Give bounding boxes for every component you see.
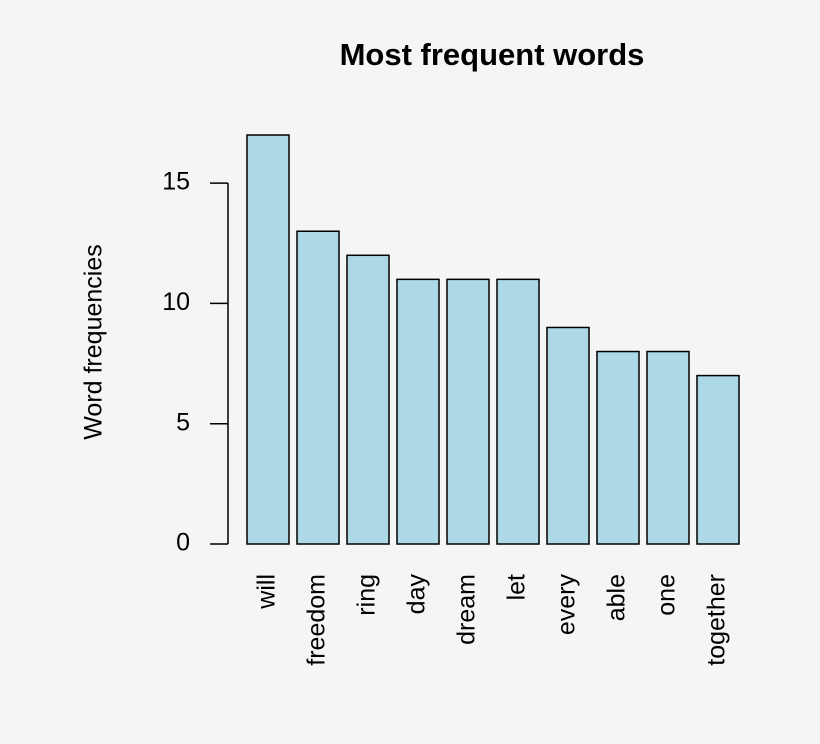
bar [346,254,390,545]
y-tick-label: 15 [162,168,190,196]
x-tick-label: together [703,574,731,666]
x-tick-label: dream [453,574,481,645]
x-tick-label: able [603,574,631,621]
x-tick-label: one [653,574,681,616]
bar [396,278,440,545]
bar [246,134,290,545]
x-tick-label: day [403,574,431,615]
bar [296,230,340,545]
bar [596,350,640,545]
bar [646,350,690,545]
y-axis-label: Word frequencies [80,244,108,439]
bar [446,278,490,545]
bar [696,374,740,545]
chart-title: Most frequent words [340,37,645,72]
x-tick-label: will [253,574,281,610]
bar [496,278,540,545]
x-tick-label: every [553,574,581,636]
y-tick-label: 0 [176,529,190,557]
y-tick-label: 10 [162,288,190,316]
bar [546,326,590,545]
x-tick-label: ring [353,574,381,616]
x-tick-label: let [503,574,531,600]
y-tick-label: 5 [176,408,190,436]
x-tick-label: freedom [303,574,331,666]
